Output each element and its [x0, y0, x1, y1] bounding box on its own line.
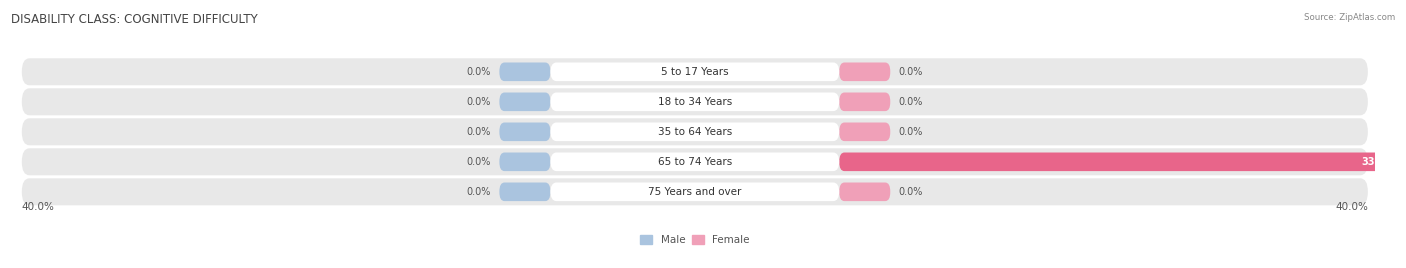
Legend: Male, Female: Male, Female	[640, 235, 749, 245]
Text: 0.0%: 0.0%	[467, 97, 491, 107]
Text: 0.0%: 0.0%	[898, 67, 924, 77]
Text: 0.0%: 0.0%	[898, 97, 924, 107]
FancyBboxPatch shape	[550, 122, 839, 141]
FancyBboxPatch shape	[22, 148, 1368, 175]
Text: 0.0%: 0.0%	[467, 187, 491, 197]
FancyBboxPatch shape	[22, 88, 1368, 115]
FancyBboxPatch shape	[839, 183, 890, 201]
Text: Source: ZipAtlas.com: Source: ZipAtlas.com	[1303, 13, 1395, 23]
Text: 40.0%: 40.0%	[1334, 202, 1368, 213]
FancyBboxPatch shape	[499, 62, 550, 81]
Text: 0.0%: 0.0%	[467, 127, 491, 137]
FancyBboxPatch shape	[499, 183, 550, 201]
Text: 0.0%: 0.0%	[898, 187, 924, 197]
FancyBboxPatch shape	[839, 152, 1405, 171]
FancyBboxPatch shape	[22, 118, 1368, 145]
FancyBboxPatch shape	[550, 92, 839, 111]
FancyBboxPatch shape	[839, 62, 890, 81]
Text: 75 Years and over: 75 Years and over	[648, 187, 741, 197]
FancyBboxPatch shape	[499, 152, 550, 171]
Text: 0.0%: 0.0%	[467, 157, 491, 167]
FancyBboxPatch shape	[499, 92, 550, 111]
Text: 5 to 17 Years: 5 to 17 Years	[661, 67, 728, 77]
Text: DISABILITY CLASS: COGNITIVE DIFFICULTY: DISABILITY CLASS: COGNITIVE DIFFICULTY	[11, 13, 257, 27]
Text: 0.0%: 0.0%	[898, 127, 924, 137]
FancyBboxPatch shape	[839, 92, 890, 111]
FancyBboxPatch shape	[839, 122, 890, 141]
Text: 40.0%: 40.0%	[22, 202, 55, 213]
FancyBboxPatch shape	[499, 122, 550, 141]
FancyBboxPatch shape	[22, 178, 1368, 205]
Text: 33.3%: 33.3%	[1361, 157, 1395, 167]
FancyBboxPatch shape	[550, 183, 839, 201]
FancyBboxPatch shape	[550, 152, 839, 171]
FancyBboxPatch shape	[22, 58, 1368, 85]
Text: 65 to 74 Years: 65 to 74 Years	[658, 157, 733, 167]
FancyBboxPatch shape	[550, 62, 839, 81]
Text: 18 to 34 Years: 18 to 34 Years	[658, 97, 733, 107]
Text: 35 to 64 Years: 35 to 64 Years	[658, 127, 733, 137]
Text: 0.0%: 0.0%	[467, 67, 491, 77]
